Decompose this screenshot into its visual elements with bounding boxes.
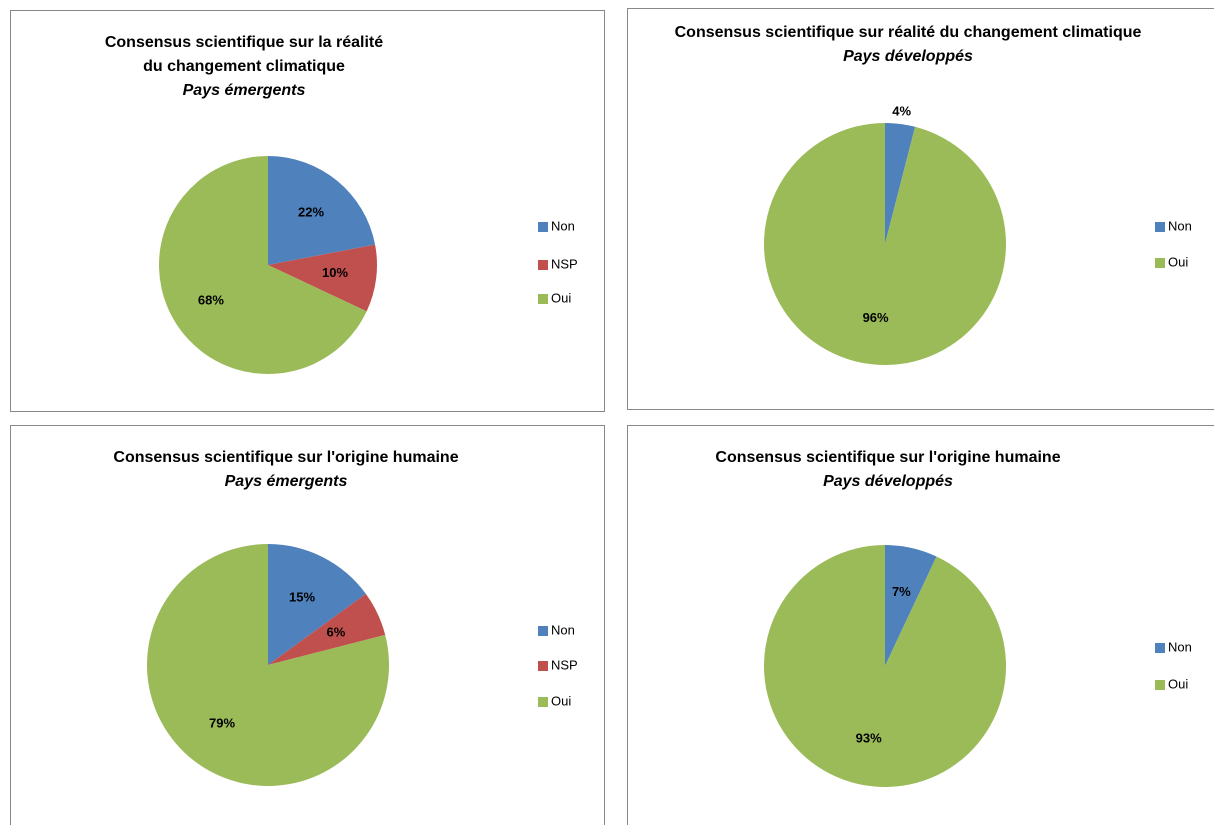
data-label: 15% <box>289 590 315 605</box>
legend-swatch <box>538 222 548 232</box>
legend-label: Oui <box>551 693 571 708</box>
chart-subtitle: Pays développés <box>823 473 953 490</box>
legend-swatch <box>1155 258 1165 268</box>
data-label: 6% <box>326 624 345 639</box>
legend-swatch <box>538 626 548 636</box>
chart-title: Consensus scientifique sur réalité du ch… <box>674 24 1142 41</box>
legend-swatch <box>538 294 548 304</box>
legend-swatch <box>1155 680 1165 690</box>
pie-slice <box>763 545 1006 787</box>
data-label: 68% <box>198 293 224 308</box>
data-label: 96% <box>863 310 889 325</box>
chart-subtitle: Pays développés <box>843 48 973 65</box>
pie-slice <box>885 123 916 244</box>
pie-slice <box>268 156 376 265</box>
data-label: 10% <box>322 265 348 280</box>
legend-swatch <box>1155 643 1165 653</box>
chart: 4% 96% Non Oui <box>763 103 1192 366</box>
chart-panel: 7% 93% Non Oui Consensus scientifique sur l'… <box>627 425 1214 825</box>
pie-slice <box>885 545 937 666</box>
pie-slice <box>158 155 367 374</box>
chart-title: Consensus scientifique sur l'origine hum… <box>715 449 1061 466</box>
pie-slice <box>268 544 366 665</box>
legend-swatch <box>538 661 548 671</box>
chart-panel: 4% 96% Non Oui Consensus scientifique sur ré… <box>627 8 1214 410</box>
legend-label: Non <box>1168 639 1192 654</box>
chart-title-block: Consensus scientifique sur la réalité du… <box>94 31 394 103</box>
chart-title: Consensus scientifique sur la réalité du… <box>104 34 384 75</box>
chart-subtitle: Pays émergents <box>182 82 306 99</box>
legend-label: NSP <box>551 256 578 271</box>
chart-title: Consensus scientifique sur l'origine hum… <box>113 449 459 466</box>
chart: 22% 10% 68% Non NSP Oui <box>158 155 578 374</box>
pie-slice <box>268 244 377 312</box>
legend-label: Non <box>1168 218 1192 233</box>
data-label: 7% <box>892 584 911 599</box>
pie-slice <box>763 123 1006 366</box>
legend-label: Oui <box>551 290 571 305</box>
legend-label: Oui <box>1168 676 1188 691</box>
legend-swatch <box>1155 222 1165 232</box>
data-label: 93% <box>856 731 882 746</box>
legend-swatch <box>538 260 548 270</box>
chart-panel: 22% 10% 68% Non NSP Oui Consensus scientifique… <box>10 10 605 412</box>
chart-panel: 15% 6% 79% Non NSP Oui Consensus scientifique … <box>10 425 605 825</box>
data-label: 22% <box>298 204 324 219</box>
pie-slice <box>146 544 389 786</box>
legend-label: NSP <box>551 657 578 672</box>
legend-swatch <box>538 697 548 707</box>
chart-title-block: Consensus scientifique sur réalité du ch… <box>668 21 1148 69</box>
pie-slice <box>268 593 386 665</box>
chart: 15% 6% 79% Non NSP Oui <box>146 544 578 786</box>
chart-subtitle: Pays émergents <box>224 473 348 490</box>
legend-label: Non <box>551 218 575 233</box>
legend-label: Non <box>551 622 575 637</box>
data-label: 79% <box>209 716 235 731</box>
legend-label: Oui <box>1168 254 1188 269</box>
data-label: 4% <box>892 103 911 118</box>
chart-title-block: Consensus scientifique sur l'origine hum… <box>51 446 521 494</box>
chart: 7% 93% Non Oui <box>763 545 1192 787</box>
chart-title-block: Consensus scientifique sur l'origine hum… <box>668 446 1108 494</box>
